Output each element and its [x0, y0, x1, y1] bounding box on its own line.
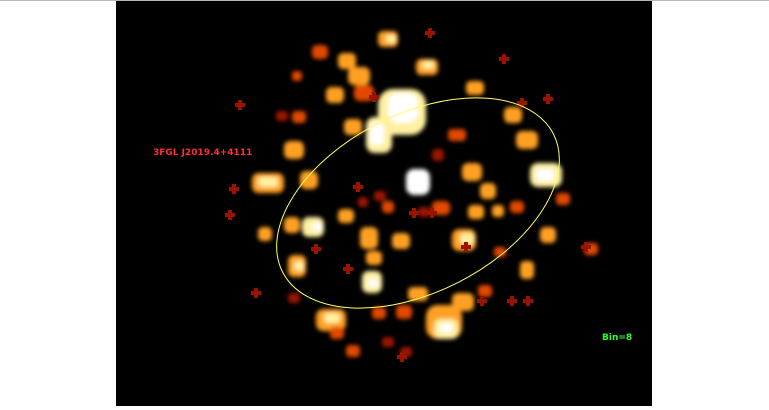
emission-blob [258, 227, 272, 241]
region-ellipse [276, 97, 560, 309]
bin-label: Bin=8 [602, 333, 633, 343]
emission-blob [388, 93, 418, 123]
emission-blob [412, 175, 424, 187]
emission-blob [360, 227, 378, 249]
emission-blob [294, 261, 304, 271]
emission-blob [374, 191, 386, 201]
xray-image-panel[interactable]: 3FGL J2019.4+4111 Bin=8 [116, 1, 652, 406]
emission-blob [346, 345, 360, 357]
faint-pixel-cross [581, 242, 591, 252]
faint-pixel-cross [251, 288, 261, 298]
emission-blob [284, 141, 304, 159]
faint-pixel-cross [499, 54, 509, 64]
emission-blob [312, 45, 328, 59]
emission-blob [460, 233, 474, 245]
emission-blob [338, 53, 356, 69]
emission-blob [288, 293, 300, 303]
faint-pixel-cross [343, 264, 353, 274]
faint-pixel-cross [409, 208, 419, 218]
faint-pixel-cross [369, 92, 379, 102]
emission-blob [382, 201, 394, 213]
emission-blob [276, 111, 288, 121]
faint-pixel-cross [427, 208, 437, 218]
top-border [0, 0, 769, 1]
emission-blob [292, 71, 302, 81]
emission-blob [540, 227, 556, 243]
emission-blob [556, 193, 570, 205]
emission-blob [326, 87, 344, 103]
faint-pixel-cross [523, 296, 533, 306]
faint-pixel-cross [461, 242, 471, 252]
faint-pixel-cross [507, 296, 517, 306]
emission-blob [392, 233, 410, 249]
emission-blob [520, 261, 534, 279]
emission-blob [396, 305, 412, 319]
emission-blob [432, 149, 444, 161]
faint-pixel-cross [477, 296, 487, 306]
faint-pixel-cross [425, 28, 435, 38]
emission-blob [258, 177, 278, 187]
emission-blob [372, 307, 386, 319]
source-label: 3FGL J2019.4+4111 [153, 148, 253, 158]
emission-blob [370, 123, 384, 145]
emission-blob [312, 223, 322, 231]
emission-blob [452, 293, 474, 311]
emission-blob [448, 129, 466, 141]
emission-blob [324, 313, 340, 323]
faint-pixel-cross [229, 184, 239, 194]
faint-pixel-cross [397, 352, 407, 362]
emission-blob [348, 67, 370, 85]
faint-pixel-cross [225, 210, 235, 220]
faint-pixel-cross [517, 98, 527, 108]
emission-blob [462, 163, 482, 181]
emission-blob [382, 337, 394, 347]
emission-blob [492, 205, 504, 217]
emission-blob [440, 323, 452, 333]
emission-blob [536, 169, 554, 181]
emission-blob [292, 111, 306, 123]
faint-pixel-cross [353, 182, 363, 192]
faint-pixel-crosses [225, 28, 591, 362]
emission-blob [510, 201, 524, 213]
emission-blob [358, 197, 368, 207]
emission-blob [516, 131, 538, 149]
emission-blob [422, 61, 434, 69]
emission-blob [480, 183, 496, 199]
emission-blob [368, 279, 378, 287]
heatmap-canvas [225, 28, 598, 362]
emission-blob [478, 285, 492, 297]
faint-pixel-cross [543, 94, 553, 104]
emission-blob [504, 107, 522, 123]
emission-blob [284, 217, 300, 233]
faint-pixel-cross [235, 100, 245, 110]
emission-blob [366, 251, 382, 265]
emission-blob [338, 209, 354, 223]
emission-blobs [252, 31, 598, 357]
emission-blob [300, 171, 318, 189]
emission-blob [386, 35, 396, 43]
emission-blob [468, 205, 484, 219]
emission-blob [330, 327, 344, 339]
emission-blob [466, 81, 484, 95]
emission-blob [344, 119, 362, 135]
faint-pixel-cross [311, 244, 321, 254]
emission-blob [494, 247, 506, 257]
